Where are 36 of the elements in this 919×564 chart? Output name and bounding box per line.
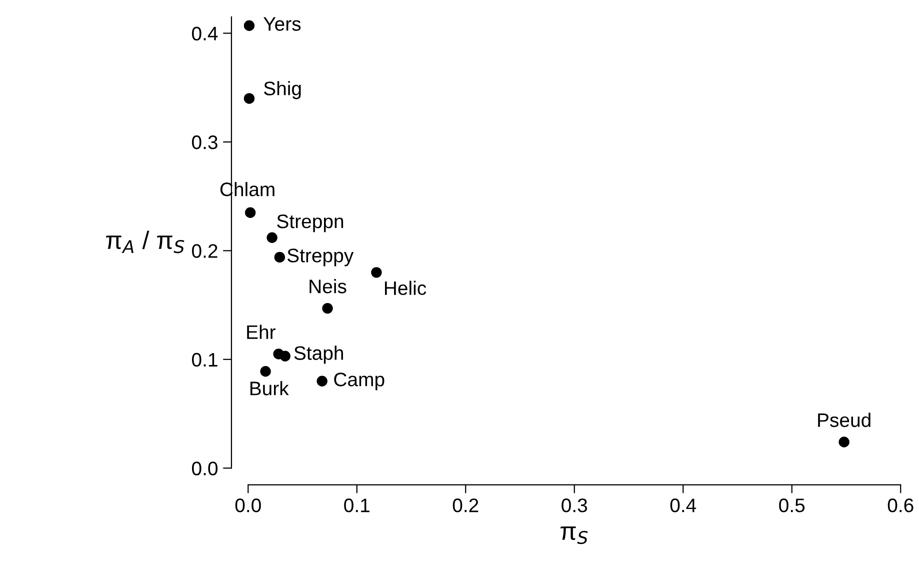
point bbox=[260, 366, 271, 377]
point bbox=[244, 20, 255, 31]
annotation: Streppn bbox=[277, 214, 344, 232]
x-tick-label: 0.2 bbox=[452, 498, 478, 512]
x-tick-label: 0.3 bbox=[562, 498, 588, 512]
y-tick-label: 0.4 bbox=[192, 26, 218, 40]
annotation: Camp bbox=[334, 372, 384, 390]
y-tick-label: 0.3 bbox=[192, 135, 218, 150]
annotation: Pseud bbox=[818, 412, 870, 428]
annotation: Yers bbox=[264, 17, 301, 31]
point bbox=[244, 207, 256, 218]
x-tick-label: 0.5 bbox=[779, 498, 805, 512]
annotation: Neis bbox=[310, 279, 346, 294]
annotation: Streppy bbox=[287, 248, 354, 266]
y-tick-label: 0.2 bbox=[192, 244, 218, 258]
annotation: Helic bbox=[384, 280, 426, 296]
annotation: Ehr bbox=[247, 324, 276, 339]
x-axis-title: π$_{S}$ bbox=[560, 526, 588, 544]
point bbox=[322, 302, 333, 314]
point bbox=[266, 232, 278, 243]
point bbox=[316, 376, 328, 386]
x-tick-label: 0.1 bbox=[344, 498, 370, 512]
x-tick-label: 0.6 bbox=[888, 498, 914, 512]
x-tick-label: 0.0 bbox=[235, 498, 261, 512]
y-tick-label: 0.0 bbox=[192, 462, 218, 476]
annotation: Staph bbox=[294, 346, 343, 364]
point bbox=[244, 93, 255, 104]
annotation: Burk bbox=[250, 381, 289, 396]
annotation: Shig bbox=[264, 81, 301, 100]
x-tick-label: 0.4 bbox=[670, 498, 696, 512]
point bbox=[371, 267, 382, 278]
point bbox=[280, 350, 290, 362]
point bbox=[838, 436, 850, 448]
y-tick-label: 0.1 bbox=[192, 352, 218, 367]
point bbox=[274, 252, 286, 263]
y-axis-title: π$_{A}$ / π$_{S}$ bbox=[106, 230, 184, 254]
